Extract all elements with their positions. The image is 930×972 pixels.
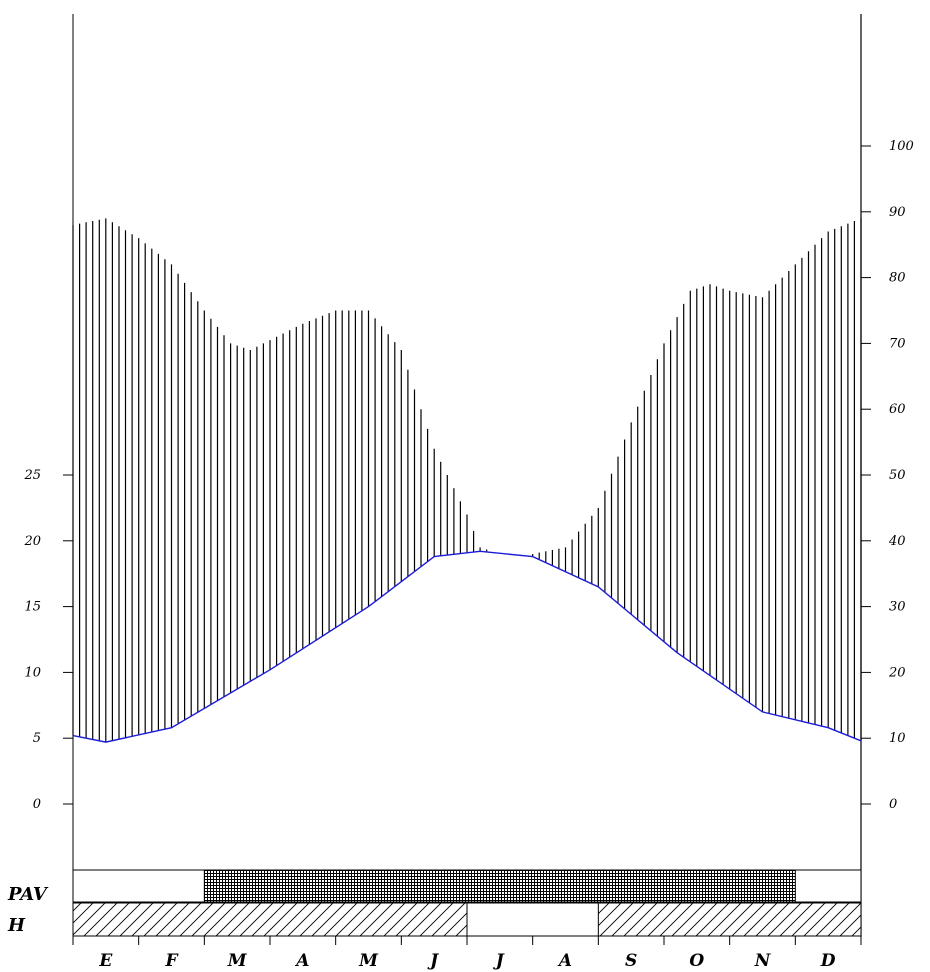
month-label: J [427, 951, 439, 971]
month-label: J [493, 951, 505, 971]
month-label: S [625, 951, 637, 971]
month-label: A [557, 951, 572, 971]
right-tick-label: 70 [889, 336, 906, 351]
temperature-series [72, 550, 862, 743]
right-tick-label: 20 [888, 665, 906, 680]
left-tick-label: 10 [24, 665, 41, 680]
left-tick-label: 15 [24, 600, 41, 615]
phenology-bands [72, 869, 862, 937]
right-tick-label: 80 [889, 271, 906, 286]
right-tick-label: 10 [889, 731, 906, 746]
temperature-line [72, 550, 862, 743]
right-tick-label: 30 [889, 600, 906, 615]
left-tick-label: 25 [23, 468, 41, 483]
right-tick-label: 90 [889, 205, 906, 220]
axes [63, 14, 871, 945]
band-label: PAV [7, 884, 49, 905]
month-label: M [227, 951, 248, 971]
right-tick-label: 0 [889, 797, 897, 812]
band-segment [72, 902, 468, 937]
right-tick-label: 40 [888, 534, 906, 549]
month-label: D [820, 951, 836, 971]
month-label: N [754, 951, 772, 971]
month-label: A [294, 951, 309, 971]
right-tick-label: 60 [889, 402, 906, 417]
left-tick-label: 0 [33, 797, 41, 812]
left-tick-label: 20 [23, 534, 41, 549]
labels: 0 5 10 15 20 25 0 10 20 30 40 50 60 70 80 90 100 PAV H E F M A… [7, 139, 914, 971]
band-segment [203, 869, 796, 903]
band-label: H [7, 915, 26, 936]
left-tick-label: 5 [33, 731, 41, 746]
band-segment [597, 902, 862, 937]
month-label: F [164, 951, 179, 971]
month-label: O [689, 951, 704, 971]
month-label: M [358, 951, 379, 971]
precipitation-bars [72, 218, 862, 743]
right-tick-label: 50 [889, 468, 906, 483]
month-label: E [98, 951, 113, 971]
right-tick-label: 100 [889, 139, 914, 154]
